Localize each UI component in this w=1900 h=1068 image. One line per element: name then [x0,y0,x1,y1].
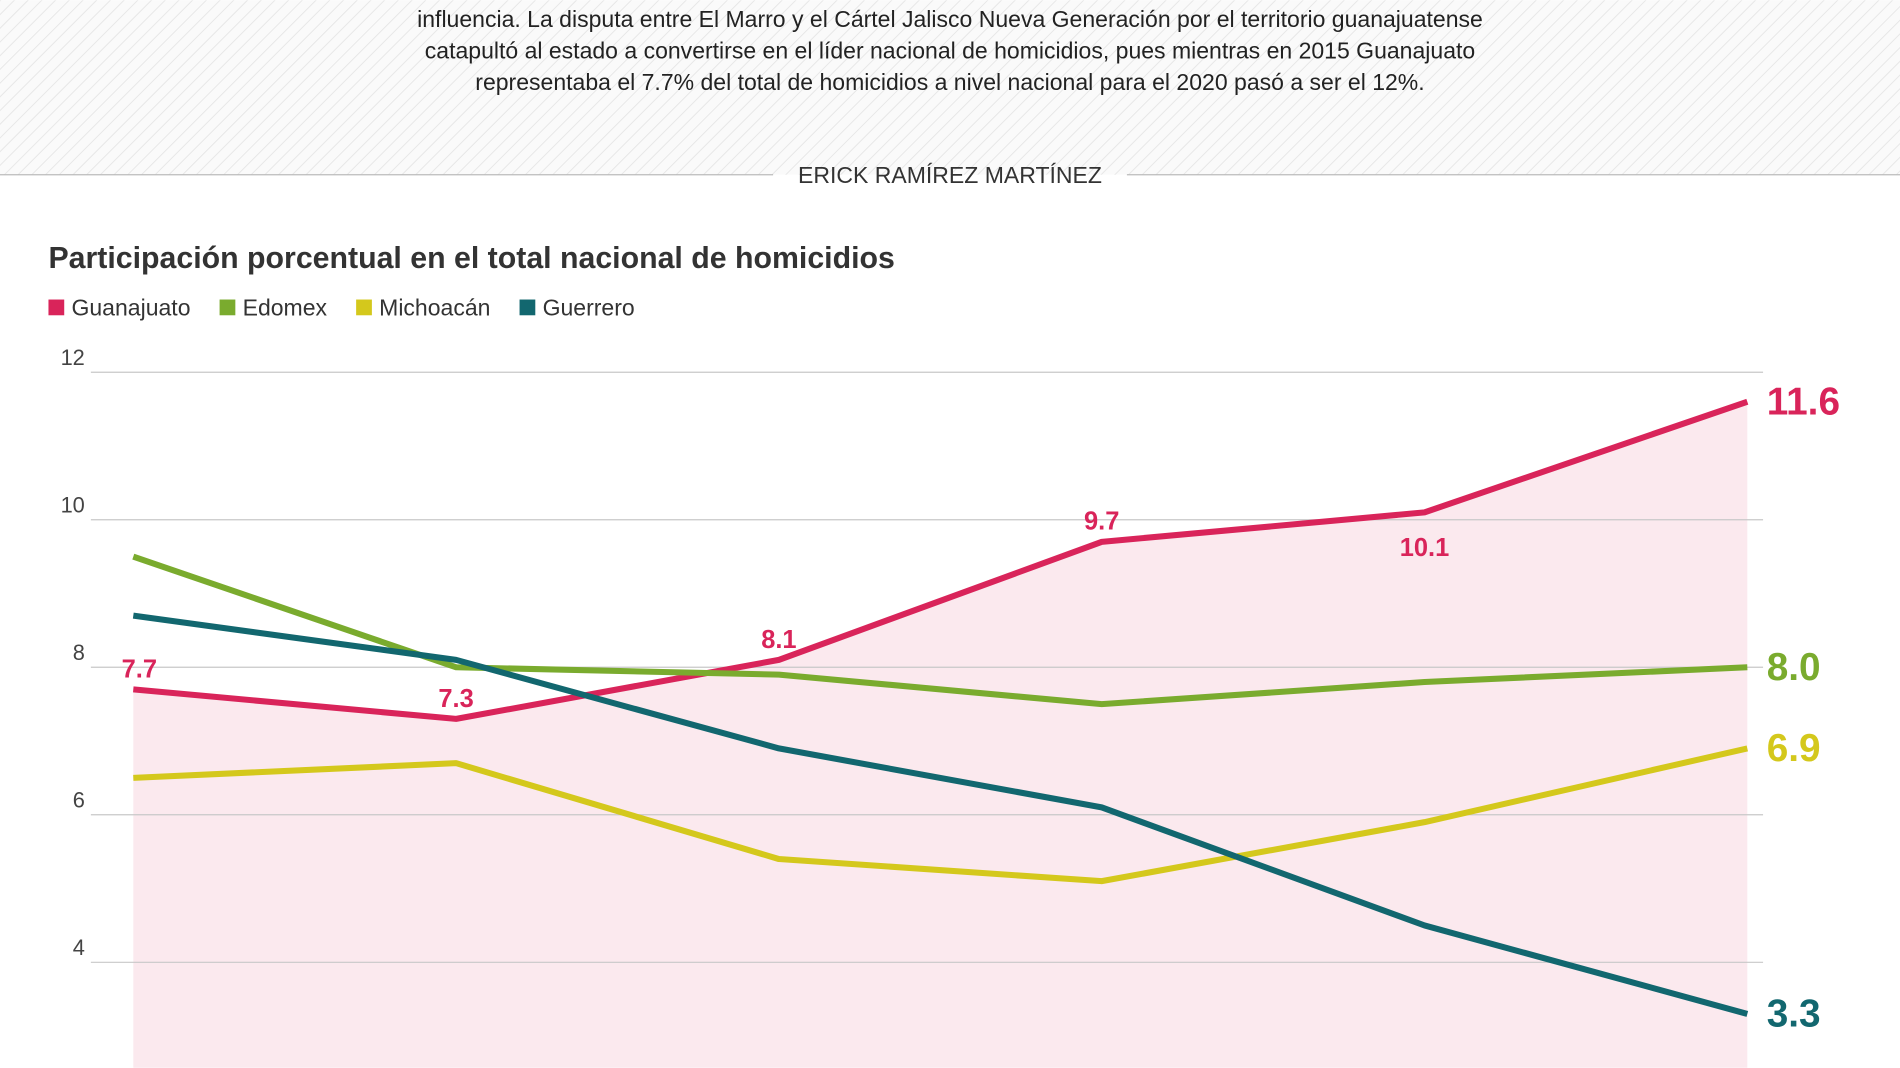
legend-label: Guanajuato [71,294,190,320]
value-label: 7.7 [122,655,157,683]
y-tick-label: 4 [73,935,85,960]
end-value-label: 3.3 [1767,993,1821,1036]
y-tick-label: 12 [61,345,85,370]
end-value-label: 11.6 [1767,380,1840,423]
area-fill [133,401,1748,1068]
y-tick-label: 6 [73,788,85,813]
legend-swatch [219,299,236,316]
legend-swatch [519,299,536,316]
intro-text: catapultó al estado a convertirse en el … [425,37,1475,63]
value-label: 7.3 [438,685,473,713]
series-line [132,612,1749,1017]
value-label: 8.1 [761,626,796,654]
end-value-label: 8.0 [1767,646,1821,689]
legend-label: Guerrero [543,294,635,320]
value-label: 9.7 [1084,508,1119,536]
intro-text: representaba el 7.7% del total de homici… [475,69,1424,95]
legend-label: Edomex [243,294,328,320]
chart-title: Participación porcentual en el total nac… [48,242,894,275]
series-line [133,745,1748,885]
series-line [132,553,1748,708]
y-tick-label: 8 [73,640,85,665]
value-label: 10.1 [1400,534,1450,562]
end-value-label: 6.9 [1767,727,1821,770]
header-background [0,0,1900,175]
intro-text: influencia. La disputa entre El Marro y … [417,6,1483,32]
legend-label: Michoacán [379,294,490,320]
author: ERICK RAMÍREZ MARTÍNEZ [798,162,1102,188]
y-tick-label: 10 [61,492,85,517]
legend-swatch [356,299,372,316]
series-line [133,398,1749,722]
legend-swatch [48,299,65,316]
